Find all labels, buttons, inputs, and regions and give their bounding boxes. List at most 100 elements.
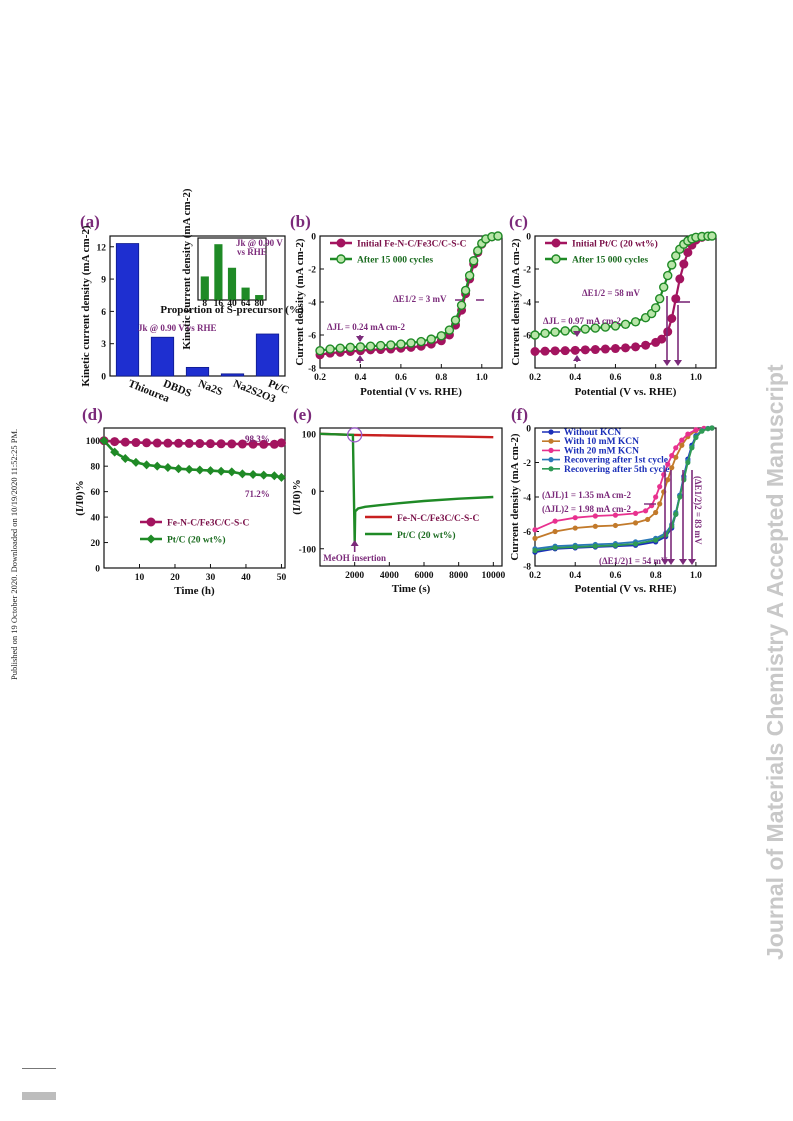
inset-tick-label: 16 [214, 299, 224, 309]
inset-bar [255, 295, 264, 300]
annotation: MeOH insertion [323, 553, 386, 563]
y-tick-label: 3 [101, 340, 106, 350]
data-point [216, 439, 226, 449]
footer-rule [22, 1068, 56, 1069]
x-tick-label: 0.2 [529, 373, 541, 383]
data-point [205, 466, 215, 476]
y-tick-label: -6 [308, 332, 316, 342]
legend-label: Fe-N-C/Fe3C/C-S-C [167, 519, 249, 529]
data-point [532, 535, 538, 542]
inset-bar [227, 267, 237, 300]
data-point [336, 254, 346, 264]
data-point [650, 303, 661, 313]
data-point [657, 334, 667, 344]
data-point [468, 256, 479, 266]
annotation: 98.3% [245, 434, 270, 444]
y-tick-label: 100 [86, 437, 101, 447]
data-point [630, 317, 641, 327]
data-point [530, 330, 540, 340]
bar [115, 243, 140, 377]
bar [255, 333, 280, 377]
data-point [450, 315, 461, 325]
data-point [671, 251, 681, 261]
data-point [426, 334, 436, 344]
arrow-head [573, 331, 581, 337]
x-tick-label: 4000 [380, 571, 399, 581]
y-tick-label: 12 [97, 243, 107, 253]
data-point [681, 477, 687, 483]
data-point [110, 447, 120, 457]
y-tick-label: 60 [91, 488, 101, 498]
data-point [335, 343, 345, 353]
x-tick-label: 8000 [449, 571, 468, 581]
legend-label: Recovering after 1st cycle [564, 456, 668, 466]
data-point [152, 438, 162, 448]
data-point [142, 438, 152, 448]
y-tick-label: 0 [311, 488, 316, 498]
inset-bar [214, 244, 223, 300]
data-point [654, 294, 665, 304]
data-point [131, 438, 141, 448]
data-point [679, 442, 685, 448]
data-point [590, 345, 600, 355]
data-point [632, 510, 639, 516]
y-tick-label: -4 [523, 299, 531, 309]
data-point [679, 259, 689, 269]
x-tick-label: 2000 [345, 571, 364, 581]
data-point [120, 437, 130, 447]
y-tick-label: 0 [95, 565, 100, 575]
data-point [552, 545, 558, 551]
data-point [174, 438, 184, 448]
data-point [610, 321, 621, 331]
data-point [669, 453, 675, 459]
data-point [683, 248, 693, 257]
panel-d: (d) 10 20 30 40 50 0 20 40 60 80 100 Time (h) (I/I0)%… [74, 405, 286, 597]
legend-label: Pt/C (20 wt%) [167, 535, 226, 546]
y-tick-label: -2 [308, 266, 316, 276]
data-point [675, 274, 685, 284]
x-tick-label: 0.2 [529, 571, 541, 581]
data-point [248, 439, 258, 449]
data-point [665, 461, 671, 467]
data-point [552, 528, 558, 535]
legend-marker [548, 438, 554, 444]
x-tick-label: 10000 [481, 571, 505, 581]
data-point [532, 547, 538, 554]
arrow-head [667, 559, 675, 565]
x-tick-label: 1.0 [690, 373, 702, 383]
data-point [131, 457, 141, 467]
y-tick-label: -6 [523, 332, 531, 342]
data-point [621, 343, 630, 353]
y-tick-label: -2 [523, 459, 531, 469]
annotation: ΔJL = 0.24 mA cm-2 [327, 322, 406, 332]
data-point [237, 469, 247, 479]
data-point [572, 515, 578, 521]
data-point [551, 238, 561, 248]
data-point [416, 336, 426, 347]
y-axis-label: (I/I0)% [74, 480, 86, 515]
y-tick-label: 9 [101, 276, 106, 286]
data-point [645, 516, 651, 523]
data-point [673, 511, 679, 517]
data-point [663, 270, 673, 281]
data-point [600, 322, 611, 332]
data-point [689, 445, 695, 451]
legend-label: Fe-N-C/Fe3C/C-S-C [397, 514, 479, 524]
data-point [560, 346, 570, 356]
inset-annotation: Jk @ 0.90 V [236, 238, 283, 248]
x-tick-label: 40 [241, 573, 251, 583]
inset-tick-label: 8 [202, 299, 207, 309]
y-axis-label: Kinetic current density (mA cm-2) [80, 225, 92, 386]
data-point [592, 523, 598, 529]
y-tick-label: 0 [311, 233, 316, 243]
data-point [163, 462, 173, 472]
data-point [227, 467, 237, 477]
data-point [216, 466, 226, 476]
y-tick-label: -2 [523, 266, 531, 276]
data-point [699, 428, 705, 434]
data-point [657, 484, 663, 490]
y-tick-label: -4 [308, 299, 316, 309]
legend-label: Without KCN [564, 428, 621, 438]
x-tick-label: 1.0 [476, 373, 488, 383]
bar [150, 336, 175, 377]
